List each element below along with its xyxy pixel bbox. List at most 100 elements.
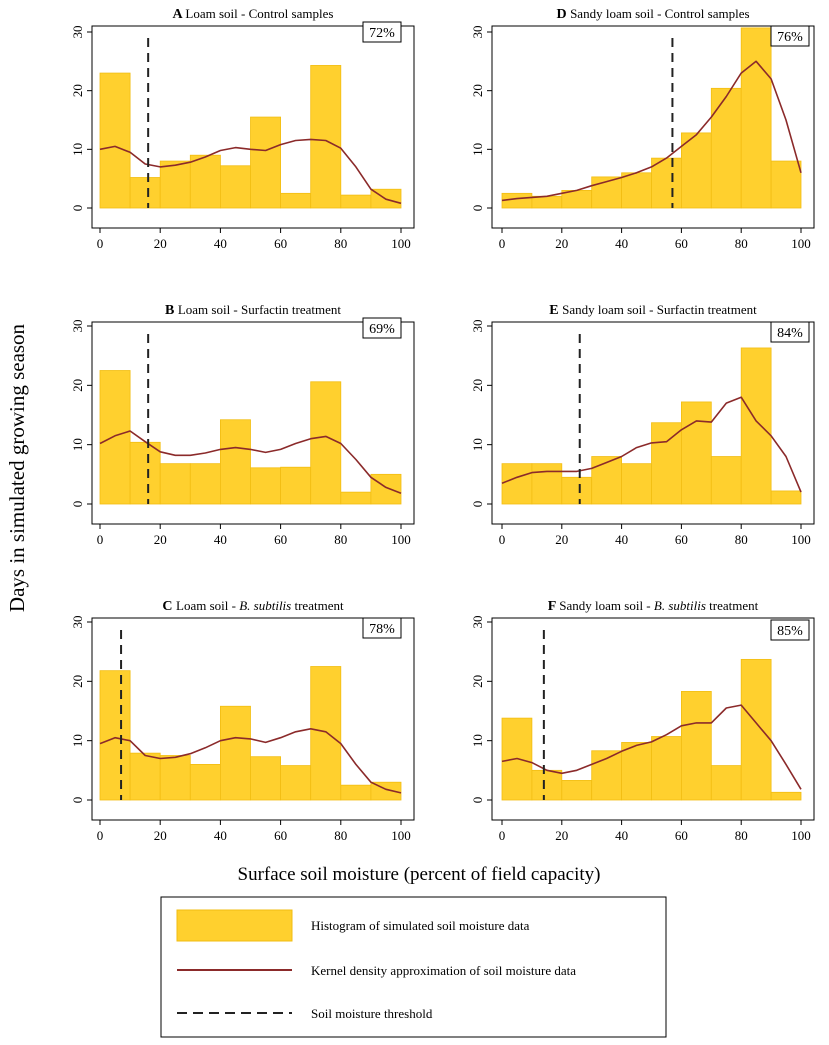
panel-b-bar-8 bbox=[340, 491, 372, 505]
panel-f-percent-label: 85% bbox=[777, 624, 803, 639]
panel-b-bar-9 bbox=[370, 473, 402, 505]
panel-a-y-tick-20: 20 bbox=[70, 84, 85, 97]
panel-b-x-tick-60: 60 bbox=[274, 532, 287, 547]
panel-e-x-tick-20: 20 bbox=[555, 532, 568, 547]
panel-e-kde-line bbox=[501, 396, 802, 493]
panel-c-x-tick-0: 0 bbox=[97, 828, 104, 843]
legend-threshold-label: Soil moisture threshold bbox=[311, 1006, 433, 1021]
panel-e-title: E Sandy loam soil - Surfactin treatment bbox=[549, 302, 757, 318]
panel-c-bar-6 bbox=[280, 765, 312, 801]
panel-a-y-tick-30: 30 bbox=[70, 26, 85, 39]
panel-e-bar-2 bbox=[561, 476, 593, 505]
panel-f-percent-box bbox=[770, 619, 810, 641]
panel-f-y-tick-0: 0 bbox=[470, 797, 485, 804]
panel-f-bar-6 bbox=[681, 691, 712, 801]
panel-c-bar-3 bbox=[189, 764, 221, 801]
panel-c-bar-5 bbox=[250, 756, 282, 801]
panel-b-title: B Loam soil - Surfactin treatment bbox=[165, 302, 341, 318]
panel-a-x-tick-80: 80 bbox=[334, 236, 347, 251]
panel-c-bar-1 bbox=[129, 752, 161, 801]
panel-c-title-part-1: B. subtilis bbox=[239, 598, 291, 613]
panel-f-title: F Sandy loam soil - B. subtilis treatmen… bbox=[548, 598, 759, 614]
panel-b-percent-box bbox=[362, 317, 402, 339]
panel-a-percent-box bbox=[362, 21, 402, 43]
panel-f-letter: F bbox=[548, 599, 560, 614]
panel-d-bar-1 bbox=[531, 195, 563, 209]
panel-c-bar-0 bbox=[99, 670, 131, 801]
x-axis-label: Surface soil moisture (percent of field … bbox=[238, 864, 601, 885]
panel-d-letter: D bbox=[556, 7, 570, 22]
panel-b-bar-5 bbox=[250, 467, 282, 505]
panel-f-kde-line bbox=[501, 704, 802, 790]
panel-c-bar-8 bbox=[340, 784, 372, 801]
panel-b-bar-4 bbox=[219, 419, 251, 505]
panel-c-bar-9 bbox=[370, 781, 402, 801]
panel-e-x-tick-100: 100 bbox=[791, 532, 811, 547]
panel-b-x-tick-40: 40 bbox=[214, 532, 227, 547]
panel-c-title: C Loam soil - B. subtilis treatment bbox=[162, 598, 344, 614]
panel-e-bar-9 bbox=[770, 490, 802, 505]
panel-a-bar-7 bbox=[310, 65, 342, 209]
panel-b-x-tick-0: 0 bbox=[97, 532, 104, 547]
panel-f-bar-2 bbox=[561, 780, 593, 801]
panel-e-bar-1 bbox=[531, 463, 563, 505]
panel-f-bar-9 bbox=[770, 791, 802, 801]
panel-e-percent-label: 84% bbox=[777, 326, 803, 341]
panel-c-kde-line bbox=[99, 727, 402, 794]
panel-a-title: A Loam soil - Control samples bbox=[173, 6, 334, 22]
panel-f-bar-7 bbox=[710, 765, 742, 801]
panel-a-bar-0 bbox=[99, 72, 131, 209]
panel-f-x-tick-100: 100 bbox=[791, 828, 811, 843]
panel-a-bar-8 bbox=[340, 194, 372, 209]
panel-f-y-tick-30: 30 bbox=[470, 616, 485, 629]
panel-c-letter: C bbox=[162, 599, 176, 614]
panel-d-percent-label: 76% bbox=[777, 30, 803, 45]
panel-d-kde-line bbox=[501, 60, 802, 202]
panel-a-y-tick-10: 10 bbox=[70, 143, 85, 156]
legend: Histogram of simulated soil moisture dat… bbox=[160, 896, 667, 1038]
panel-b-bar-7 bbox=[310, 381, 342, 505]
panel-d-bar-5 bbox=[651, 157, 682, 209]
y-axis-label: Days in simulated growing season bbox=[5, 323, 29, 612]
legend-kde-label: Kernel density approximation of soil moi… bbox=[311, 963, 576, 978]
panel-b-y-tick-0: 0 bbox=[70, 501, 85, 508]
panel-f: 0 20 40 60 80 100 0 10 20 30 F Sandy loam soil - B… bbox=[470, 598, 815, 843]
panel-f-y-tick-10: 10 bbox=[470, 734, 485, 747]
panel-b-y-tick-10: 10 bbox=[70, 438, 85, 451]
panel-f-bar-4 bbox=[621, 742, 652, 801]
panel-d-y-tick-20: 20 bbox=[470, 84, 485, 97]
panel-a-title-part-0: Loam soil - Control samples bbox=[185, 6, 333, 21]
panel-b-title-part-0: Loam soil - Surfactin treatment bbox=[178, 302, 342, 317]
panel-c-y-tick-0: 0 bbox=[70, 797, 85, 804]
panel-a-y-tick-0: 0 bbox=[70, 205, 85, 212]
panel-d-x-tick-60: 60 bbox=[675, 236, 688, 251]
panel-c-bar-7 bbox=[310, 666, 342, 801]
panel-f-title-part-1: B. subtilis bbox=[654, 598, 706, 613]
panel-d-x-tick-20: 20 bbox=[555, 236, 568, 251]
panel-e: 0 20 40 60 80 100 0 10 20 30 E Sandy loam soil - S… bbox=[470, 302, 815, 547]
panel-a-bar-1 bbox=[129, 177, 161, 209]
panel-e-bar-4 bbox=[621, 463, 652, 505]
panel-e-x-tick-0: 0 bbox=[499, 532, 506, 547]
panel-e-y-tick-20: 20 bbox=[470, 379, 485, 392]
panel-a-kde-line bbox=[99, 138, 402, 205]
panel-b-x-tick-100: 100 bbox=[391, 532, 411, 547]
panel-d-bar-8 bbox=[740, 27, 772, 209]
panel-d-x-tick-80: 80 bbox=[735, 236, 748, 251]
panel-b-bar-3 bbox=[189, 463, 221, 505]
panel-e-percent-box bbox=[770, 321, 810, 343]
panel-b: 0 20 40 60 80 100 0 10 20 30 B Loam soil - Surfact… bbox=[70, 302, 415, 547]
panel-d-y-tick-30: 30 bbox=[470, 26, 485, 39]
panel-a-bar-6 bbox=[280, 192, 312, 209]
panel-b-y-tick-20: 20 bbox=[70, 379, 85, 392]
panel-b-x-tick-20: 20 bbox=[154, 532, 167, 547]
panel-c-title-part-0: Loam soil - bbox=[176, 598, 239, 613]
panel-d-x-tick-100: 100 bbox=[791, 236, 811, 251]
panel-a-x-tick-100: 100 bbox=[391, 236, 411, 251]
panel-b-bar-6 bbox=[280, 466, 312, 505]
panel-b-y-tick-30: 30 bbox=[70, 320, 85, 333]
panel-b-bar-2 bbox=[159, 463, 191, 505]
panel-c-x-tick-80: 80 bbox=[334, 828, 347, 843]
panel-c-bar-4 bbox=[219, 705, 251, 801]
panel-f-x-tick-60: 60 bbox=[675, 828, 688, 843]
